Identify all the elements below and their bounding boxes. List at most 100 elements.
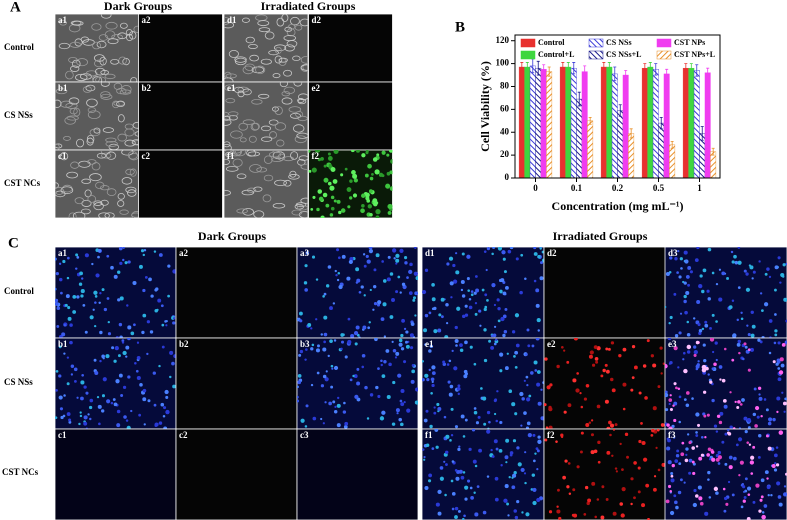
cell bbox=[585, 384, 590, 388]
legend-label: CS NSs+L bbox=[606, 50, 641, 59]
cell bbox=[685, 447, 689, 451]
cell bbox=[390, 159, 393, 164]
cell bbox=[494, 476, 499, 481]
cell bbox=[316, 371, 320, 375]
cell bbox=[124, 139, 136, 147]
cell bbox=[708, 458, 712, 461]
cell bbox=[593, 345, 598, 350]
cell bbox=[311, 167, 317, 173]
cell bbox=[87, 110, 101, 120]
cell bbox=[497, 247, 503, 251]
cell bbox=[573, 513, 578, 518]
cell bbox=[76, 58, 88, 67]
cell bbox=[652, 363, 657, 368]
cell bbox=[356, 268, 359, 271]
cell bbox=[596, 498, 600, 501]
cell bbox=[695, 367, 699, 371]
cell bbox=[100, 82, 110, 87]
bar bbox=[565, 66, 572, 179]
cell bbox=[741, 398, 745, 402]
cell bbox=[685, 274, 690, 279]
bar bbox=[540, 69, 547, 179]
cell bbox=[717, 450, 722, 455]
cell bbox=[556, 505, 559, 508]
cell bbox=[325, 284, 330, 288]
cell bbox=[69, 41, 82, 48]
cell bbox=[119, 22, 128, 29]
cell bbox=[768, 319, 773, 323]
cell bbox=[751, 277, 754, 280]
cell bbox=[665, 305, 667, 309]
cell bbox=[560, 435, 564, 439]
tile-label: f2 bbox=[312, 151, 320, 161]
cell bbox=[509, 451, 514, 455]
cell bbox=[511, 402, 516, 407]
cell bbox=[369, 393, 374, 397]
cell bbox=[427, 479, 432, 483]
cell bbox=[98, 34, 109, 41]
cell bbox=[55, 99, 62, 108]
cell bbox=[118, 373, 123, 378]
tile-background bbox=[308, 13, 393, 83]
x-tick-label: 0 bbox=[533, 183, 538, 193]
cell bbox=[737, 339, 741, 344]
cell bbox=[80, 36, 90, 43]
cell bbox=[760, 414, 763, 418]
cell bbox=[318, 196, 324, 202]
cell bbox=[729, 391, 732, 394]
cell bbox=[107, 38, 119, 45]
cell bbox=[380, 359, 383, 363]
cell bbox=[672, 404, 675, 407]
cell bbox=[495, 419, 499, 423]
cell bbox=[752, 412, 757, 417]
cell bbox=[488, 420, 491, 424]
cell bbox=[283, 86, 296, 95]
cell bbox=[568, 492, 572, 496]
tile-label: e1 bbox=[425, 339, 434, 349]
cell bbox=[56, 306, 61, 311]
cell bbox=[400, 333, 404, 338]
cell bbox=[323, 292, 327, 296]
cell bbox=[590, 419, 594, 422]
cell bbox=[129, 168, 137, 177]
cell bbox=[763, 398, 767, 401]
cell bbox=[783, 485, 787, 488]
cell bbox=[172, 317, 176, 320]
cell bbox=[470, 290, 474, 293]
cell bbox=[495, 447, 499, 451]
bar bbox=[617, 110, 624, 179]
cell bbox=[125, 168, 135, 176]
tile-content bbox=[55, 82, 139, 150]
cell bbox=[341, 340, 345, 344]
image-tile: b1 bbox=[54, 81, 140, 151]
cell bbox=[775, 362, 779, 366]
cell bbox=[491, 247, 496, 249]
cell bbox=[485, 268, 488, 272]
cell bbox=[464, 485, 469, 490]
cell bbox=[458, 445, 461, 448]
cell bbox=[470, 495, 474, 500]
cell bbox=[122, 258, 125, 262]
cell bbox=[748, 443, 752, 446]
cell bbox=[314, 150, 320, 153]
cell bbox=[398, 342, 403, 347]
cell bbox=[297, 385, 299, 389]
cell bbox=[142, 253, 145, 257]
cell bbox=[478, 309, 482, 313]
cell bbox=[332, 400, 336, 404]
cell bbox=[87, 195, 97, 203]
cell bbox=[562, 475, 566, 480]
cell bbox=[535, 303, 540, 308]
cell bbox=[344, 167, 348, 171]
cell bbox=[422, 289, 427, 295]
cell bbox=[650, 434, 654, 437]
cell bbox=[461, 294, 466, 298]
cell bbox=[438, 313, 442, 317]
cell bbox=[76, 295, 80, 299]
cell bbox=[110, 265, 114, 270]
cell bbox=[105, 141, 118, 147]
bar bbox=[587, 120, 594, 179]
cell bbox=[783, 297, 787, 302]
cell bbox=[264, 31, 275, 40]
cell bbox=[404, 261, 408, 265]
